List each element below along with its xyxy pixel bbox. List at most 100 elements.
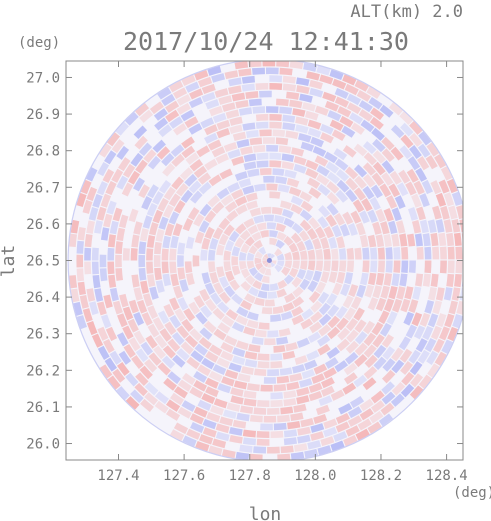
radar-cell (438, 232, 447, 247)
radar-cell (266, 144, 279, 152)
radar-cell (315, 404, 330, 416)
radar-cell (232, 355, 246, 366)
radar-cell (252, 145, 266, 153)
radar-cell (181, 318, 194, 332)
radar-cell (221, 449, 236, 459)
radar-cell (239, 251, 247, 261)
radar-cell (82, 199, 93, 214)
radar-cell (269, 75, 283, 83)
radar-cell (277, 279, 288, 290)
radar-cell (197, 172, 212, 185)
radar-cell (405, 181, 417, 196)
radar-cell (361, 198, 373, 212)
radar-cell (162, 345, 176, 359)
radar-cell (248, 286, 259, 297)
radar-cell (459, 219, 463, 233)
radar-cell (205, 386, 219, 398)
radar-cell (273, 422, 287, 431)
radar-cell (388, 183, 401, 198)
radar-cell (127, 170, 141, 185)
radar-cell (206, 412, 221, 423)
radar-cell (76, 315, 87, 330)
radar-cell (229, 434, 243, 444)
radar-cell (253, 446, 267, 454)
radar-cell (116, 362, 130, 376)
radar-cell (338, 248, 347, 260)
radar-cell (391, 359, 405, 374)
radar-cell (224, 239, 235, 252)
radar-cell (271, 206, 283, 215)
radar-cell (158, 124, 173, 138)
radar-cell (234, 171, 248, 181)
radar-cell (375, 297, 387, 312)
radar-cell (204, 158, 218, 171)
radar-cell (362, 141, 377, 155)
radar-cell (169, 248, 177, 261)
radar-cell (177, 297, 189, 311)
radar-cell (189, 413, 204, 425)
radar-cell (228, 77, 242, 87)
radar-cell (211, 73, 226, 83)
radar-cell (112, 368, 126, 383)
radar-cell (121, 182, 134, 197)
radar-cell (142, 293, 153, 307)
radar-cell (320, 237, 330, 249)
radar-cell (409, 385, 424, 400)
radar-cell (108, 274, 117, 288)
radar-cell (307, 119, 322, 130)
radar-cell (231, 92, 246, 102)
radar-cell (287, 420, 301, 430)
radar-cell (381, 334, 395, 348)
radar-cell (334, 158, 349, 171)
radar-cell (235, 315, 249, 326)
radar-cell (281, 153, 295, 162)
radar-cell (269, 152, 282, 160)
radar-cell (218, 217, 231, 231)
radar-cell (379, 322, 392, 337)
radar-cell (241, 366, 254, 375)
radar-cell (239, 444, 253, 453)
radar-cell (244, 351, 258, 360)
radar-cell (381, 160, 395, 174)
radar-cell (152, 317, 165, 331)
radar-cell (343, 362, 358, 376)
radar-cell (223, 250, 232, 261)
radar-cell (161, 248, 169, 261)
radar-cell (275, 223, 287, 233)
radar-cell (291, 276, 302, 288)
radar-cell (133, 177, 145, 192)
radar-cell (334, 88, 349, 100)
radar-cell (138, 254, 146, 268)
radar-cell (112, 207, 123, 222)
x-tick-label: 127.8 (229, 468, 271, 484)
radar-cell (217, 301, 230, 314)
radar-cell (282, 114, 296, 123)
radar-cell (396, 182, 409, 197)
radar-cell (91, 261, 99, 275)
radar-cell (185, 152, 200, 165)
radar-cell (334, 360, 349, 373)
radar-cell (277, 453, 291, 460)
radar-cell (301, 308, 314, 320)
radar-cell (135, 103, 150, 117)
radar-cell (243, 217, 255, 229)
radar-cell (346, 260, 354, 273)
radar-cell (312, 237, 322, 250)
radar-cell (391, 298, 403, 313)
radar-cell (289, 372, 303, 382)
radar-cell (282, 208, 294, 219)
radar-cell (391, 347, 404, 362)
radar-cell (199, 327, 213, 340)
radar-cell (347, 406, 363, 419)
radar-cell (400, 298, 411, 313)
radar-cell (317, 291, 330, 305)
radar-cell (422, 325, 434, 341)
radar-cell (257, 290, 268, 299)
radar-cell (91, 247, 99, 261)
radar-cell (246, 319, 259, 329)
radar-cell (115, 241, 123, 254)
radar-cell (364, 284, 375, 298)
radar-cell (385, 260, 393, 273)
radar-cell (207, 139, 222, 151)
radar-cell (455, 246, 463, 260)
